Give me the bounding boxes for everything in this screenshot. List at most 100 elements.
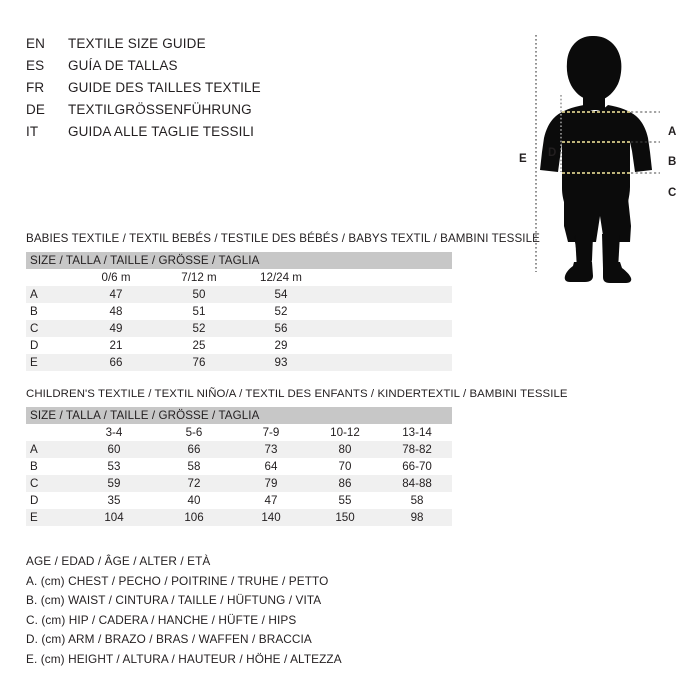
title-text-fr: GUIDE DES TAILLES TEXTILE	[68, 80, 261, 95]
children-cell-d-3: 55	[308, 492, 382, 509]
babies-cell-e-0: 66	[74, 354, 158, 371]
children-cell-b-4: 66-70	[382, 458, 453, 475]
legend-line-arm: D. (cm) ARM / BRAZO / BRAS / WAFFEN / BR…	[26, 632, 312, 646]
children-cell-a-1: 66	[154, 441, 234, 458]
babies-cell-a-0: 47	[74, 286, 158, 303]
babies-cell-b-2: 52	[240, 303, 322, 320]
child-silhouette-icon	[540, 36, 652, 283]
body-measurement-diagram: A B C D E	[500, 20, 700, 290]
title-row-de: DE TEXTILGRÖSSENFÜHRUNG	[26, 102, 446, 124]
babies-header-bar-label: SIZE / TALLA / TAILLE / GRÖSSE / TAGLIA	[26, 252, 453, 269]
legend-line-chest: A. (cm) CHEST / PECHO / POITRINE / TRUHE…	[26, 573, 329, 588]
children-cell-b-2: 64	[234, 458, 308, 475]
babies-cell-e-2: 93	[240, 354, 322, 371]
measurement-legend: AGE / EDAD / ÂGE / ALTER / ETÀ A. (cm) C…	[26, 552, 466, 669]
children-cell-c-1: 72	[154, 475, 234, 492]
babies-cell-d-pad	[322, 337, 453, 354]
figure-label-c: C	[668, 187, 677, 199]
babies-size-table: SIZE / TALLA / TAILLE / GRÖSSE / TAGLIA …	[26, 252, 453, 371]
babies-cell-a-pad	[322, 286, 453, 303]
children-col-head-2: 7-9	[234, 424, 308, 441]
children-cell-b-0: 53	[74, 458, 154, 475]
children-cell-e-0: 104	[74, 509, 154, 526]
babies-cell-c-pad	[322, 320, 453, 337]
babies-col-head-pad	[322, 269, 453, 286]
children-cell-a-2: 73	[234, 441, 308, 458]
table-row: E 66 76 93	[26, 354, 453, 371]
babies-cell-a-2: 54	[240, 286, 322, 303]
title-row-en: EN TEXTILE SIZE GUIDE	[26, 36, 446, 58]
child-silhouette-svg	[535, 35, 660, 283]
babies-column-header-row: 0/6 m 7/12 m 12/24 m	[26, 269, 453, 286]
children-row-label-a: A	[26, 441, 74, 458]
children-cell-d-0: 35	[74, 492, 154, 509]
children-table-header-bar: SIZE / TALLA / TAILLE / GRÖSSE / TAGLIA	[26, 407, 453, 424]
children-table-caption: CHILDREN'S TEXTILE / TEXTIL NIÑO/A / TEX…	[26, 388, 568, 400]
babies-cell-b-pad	[322, 303, 453, 320]
children-cell-d-4: 58	[382, 492, 453, 509]
legend-line-hip: C. (cm) HIP / CADERA / HANCHE / HÜFTE / …	[26, 612, 297, 627]
children-row-label-b: B	[26, 458, 74, 475]
babies-row-label-c: C	[26, 320, 74, 337]
title-row-es: ES GUÍA DE TALLAS	[26, 58, 446, 80]
figure-label-e: E	[519, 153, 527, 165]
children-header-bar-label: SIZE / TALLA / TAILLE / GRÖSSE / TAGLIA	[26, 407, 453, 424]
babies-table-caption: BABIES TEXTILE / TEXTIL BEBÉS / TESTILE …	[26, 232, 541, 245]
language-code-fr: FR	[26, 80, 45, 95]
title-text-it: GUIDA ALLE TAGLIE TESSILI	[68, 124, 255, 139]
table-row: B 48 51 52	[26, 303, 453, 320]
title-text-en: TEXTILE SIZE GUIDE	[68, 36, 206, 51]
children-col-head-1: 5-6	[154, 424, 234, 441]
babies-textile-section: BABIES TEXTILE / TEXTIL BEBÉS / TESTILE …	[26, 232, 541, 371]
table-row: C 59 72 79 86 84-88	[26, 475, 453, 492]
children-cell-a-0: 60	[74, 441, 154, 458]
table-row: C 49 52 56	[26, 320, 453, 337]
babies-cell-d-0: 21	[74, 337, 158, 354]
figure-label-d: D	[548, 147, 557, 159]
babies-row-label-a: A	[26, 286, 74, 303]
babies-row-label-b: B	[26, 303, 74, 320]
children-row-label-c: C	[26, 475, 74, 492]
children-cell-c-2: 79	[234, 475, 308, 492]
language-code-en: EN	[26, 36, 46, 51]
children-cell-e-1: 106	[154, 509, 234, 526]
language-code-es: ES	[26, 58, 45, 73]
children-cell-b-1: 58	[154, 458, 234, 475]
children-cell-d-2: 47	[234, 492, 308, 509]
table-row: D 35 40 47 55 58	[26, 492, 453, 509]
babies-cell-c-0: 49	[74, 320, 158, 337]
children-cell-d-1: 40	[154, 492, 234, 509]
babies-row-label-d: D	[26, 337, 74, 354]
language-code-de: DE	[26, 102, 46, 117]
table-row: D 21 25 29	[26, 337, 453, 354]
children-cell-e-4: 98	[382, 509, 453, 526]
babies-col-head-2: 12/24 m	[240, 269, 322, 286]
children-cell-a-3: 80	[308, 441, 382, 458]
children-cell-c-0: 59	[74, 475, 154, 492]
children-cell-a-4: 78-82	[382, 441, 453, 458]
title-text-de: TEXTILGRÖSSENFÜHRUNG	[68, 102, 252, 117]
table-row: E 104 106 140 150 98	[26, 509, 453, 526]
babies-cell-d-1: 25	[158, 337, 240, 354]
babies-cell-c-1: 52	[158, 320, 240, 337]
children-cell-e-3: 150	[308, 509, 382, 526]
figure-label-a: A	[668, 126, 677, 138]
figure-label-b: B	[668, 156, 677, 168]
children-col-head-blank	[26, 424, 74, 441]
legend-line-height: E. (cm) HEIGHT / ALTURA / HAUTEUR / HÖHE…	[26, 651, 342, 666]
title-row-it: IT GUIDA ALLE TAGLIE TESSILI	[26, 124, 446, 146]
babies-cell-d-2: 29	[240, 337, 322, 354]
babies-cell-b-1: 51	[158, 303, 240, 320]
title-text-es: GUÍA DE TALLAS	[68, 58, 178, 73]
children-cell-c-3: 86	[308, 475, 382, 492]
table-row: B 53 58 64 70 66-70	[26, 458, 453, 475]
table-row: A 47 50 54	[26, 286, 453, 303]
children-row-label-e: E	[26, 509, 74, 526]
babies-col-head-1: 7/12 m	[158, 269, 240, 286]
legend-line-waist: B. (cm) WAIST / CINTURA / TAILLE / HÜFTU…	[26, 593, 322, 607]
children-row-label-d: D	[26, 492, 74, 509]
language-code-it: IT	[26, 124, 39, 139]
babies-col-head-blank	[26, 269, 74, 286]
legend-line-age: AGE / EDAD / ÂGE / ALTER / ETÀ	[26, 554, 211, 568]
children-col-head-3: 10-12	[308, 424, 382, 441]
